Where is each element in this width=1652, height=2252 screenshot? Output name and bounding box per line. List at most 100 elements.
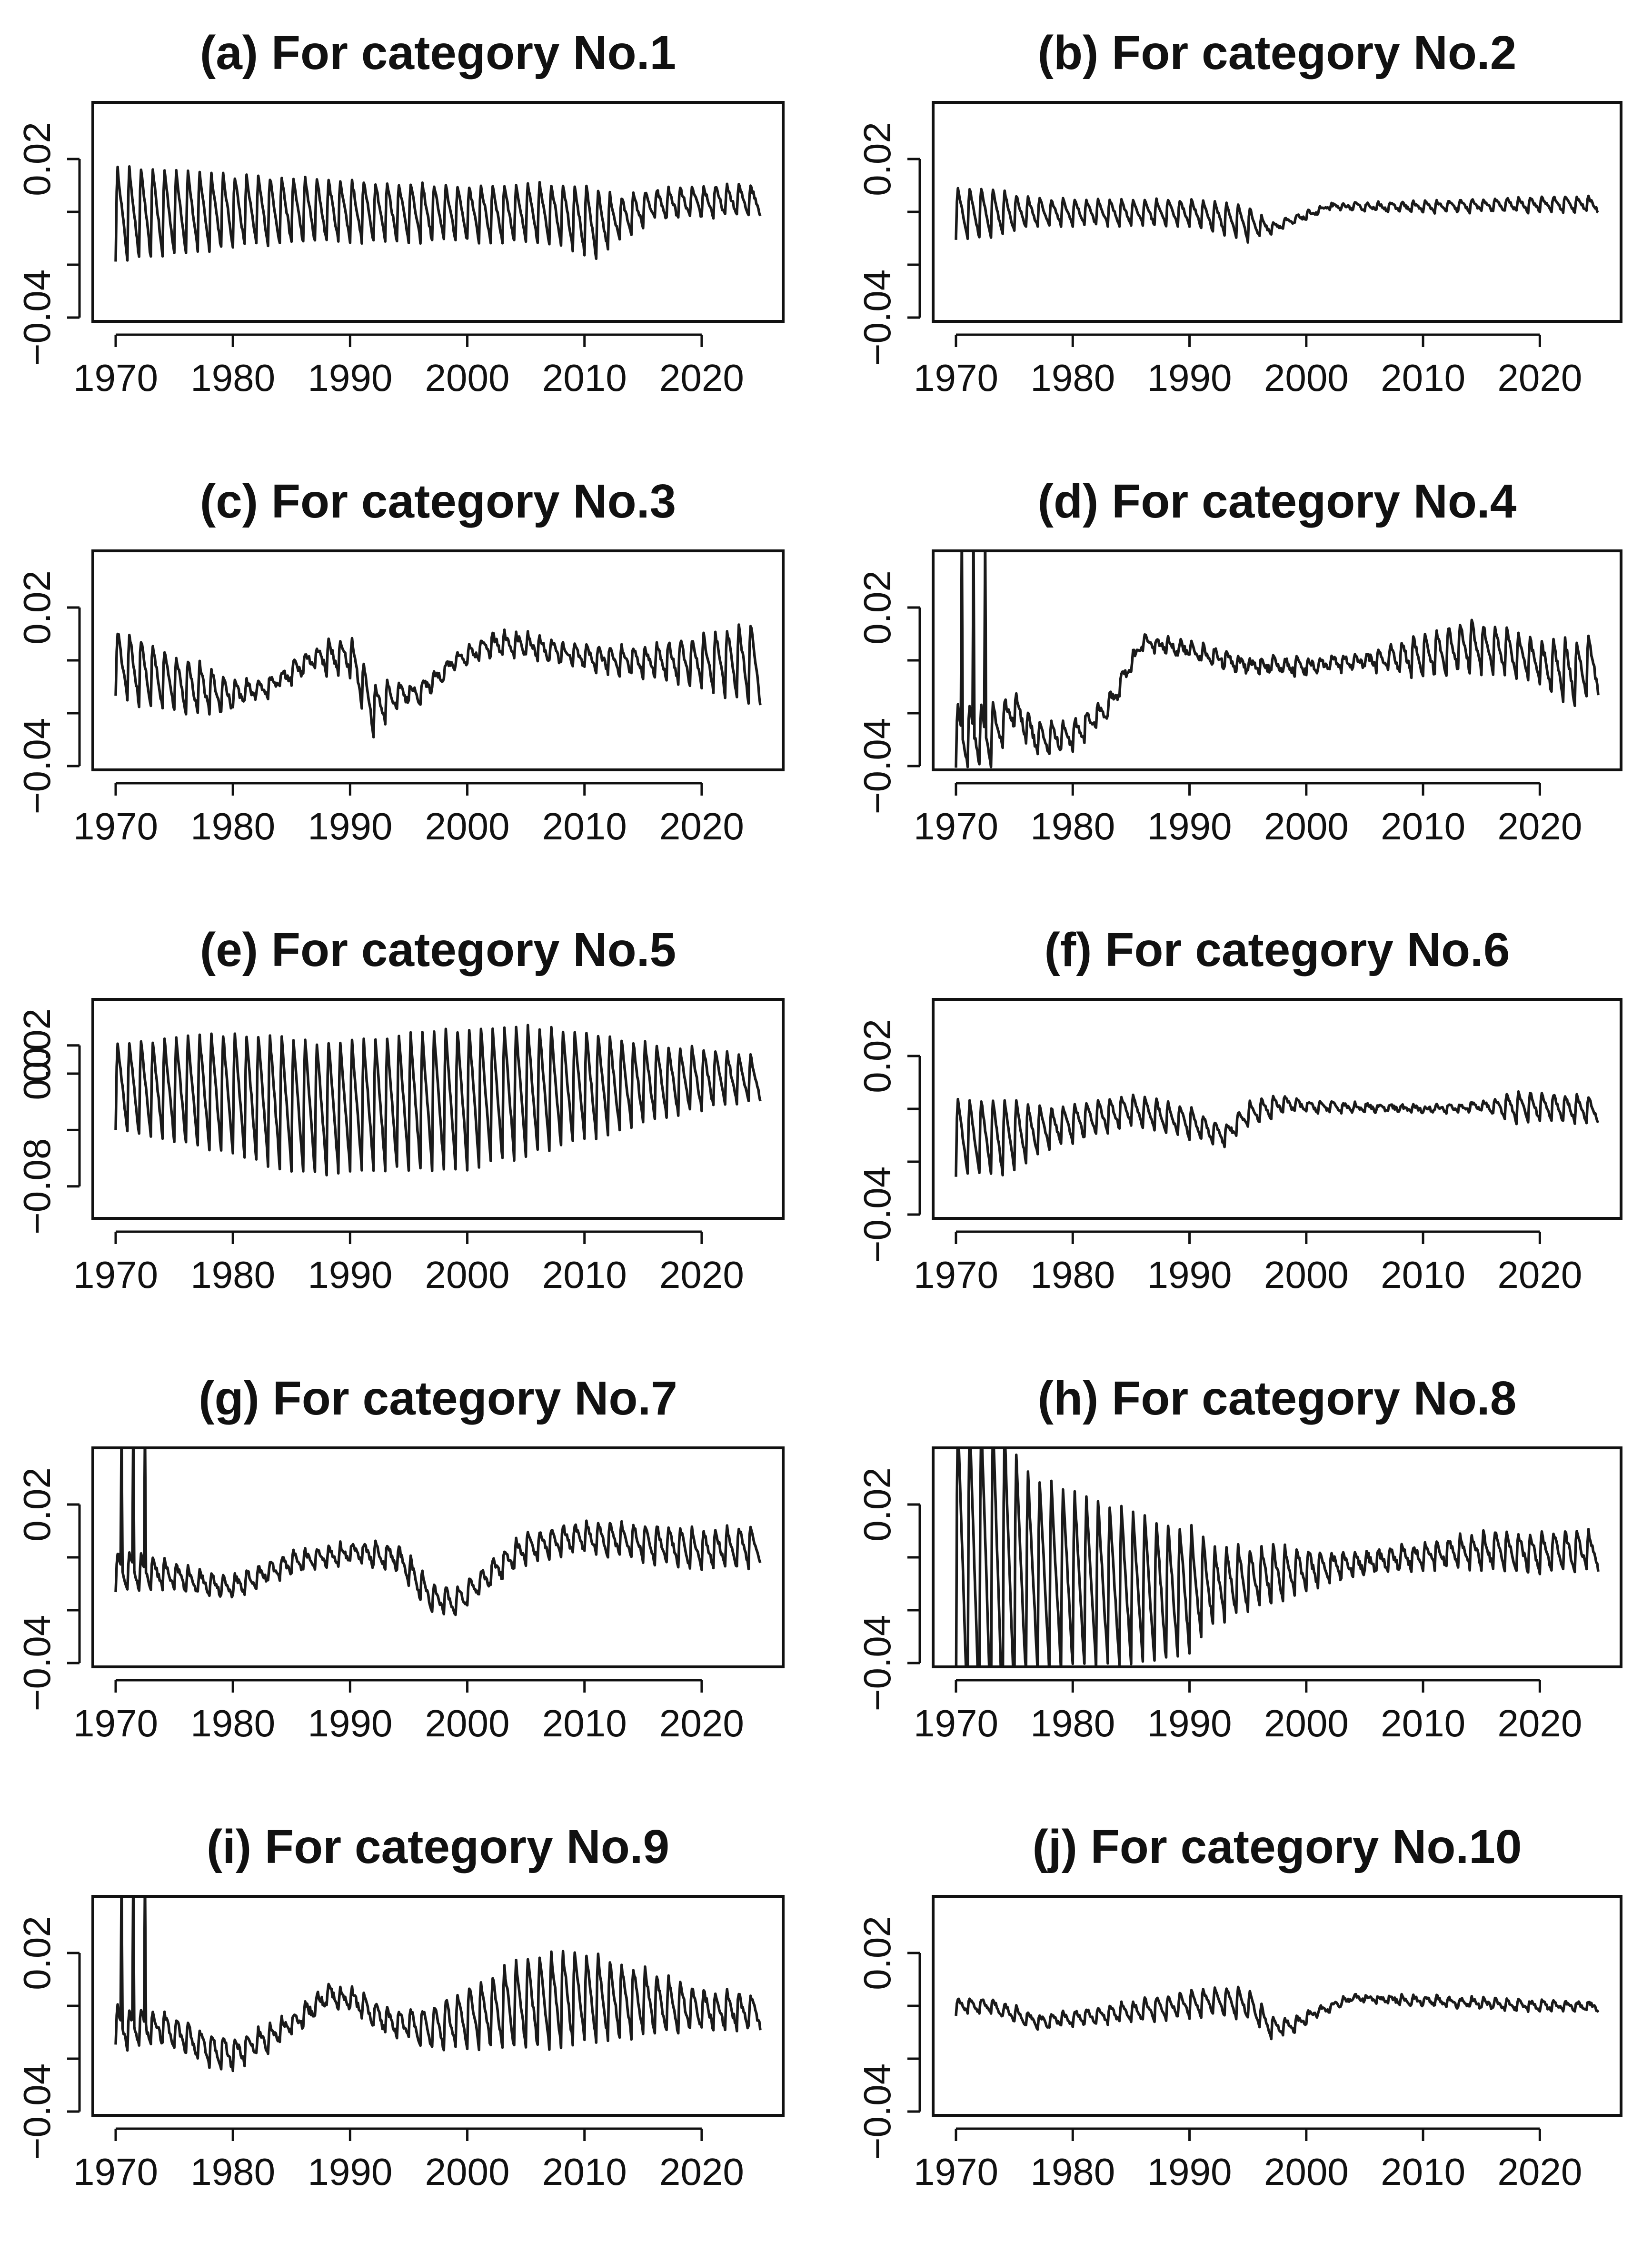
- y-tick-label: 0.02: [16, 1008, 58, 1083]
- x-tick-label: 1990: [308, 1702, 392, 1744]
- y-tick-label: 0.02: [856, 122, 898, 196]
- y-tick-label: 0.02: [16, 1467, 58, 1542]
- x-tick-label: 1990: [1147, 357, 1232, 399]
- x-tick-label: 2000: [425, 1254, 510, 1296]
- panel-title: (b) For category No.2: [1038, 26, 1517, 80]
- x-tick-label: 2010: [1381, 1254, 1465, 1296]
- x-tick-label: 2000: [425, 805, 510, 847]
- y-tick-label: −0.04: [856, 1166, 898, 1263]
- x-tick-label: 2000: [425, 2151, 510, 2193]
- x-tick-label: 1990: [308, 1254, 392, 1296]
- series-line-1: [114, 1449, 762, 1616]
- x-tick-label: 2010: [1381, 2151, 1465, 2193]
- x-tick-label: 1980: [190, 805, 275, 847]
- series-line-1: [955, 1985, 1600, 2041]
- x-tick-label: 1990: [1147, 1702, 1232, 1744]
- x-tick-label: 1970: [73, 357, 158, 399]
- x-tick-label: 1980: [190, 1254, 275, 1296]
- x-tick-label: 1990: [308, 2151, 392, 2193]
- x-tick-label: 2010: [1381, 1702, 1465, 1744]
- series-line-1: [955, 1449, 1600, 1665]
- series-line-1: [955, 1090, 1600, 1177]
- x-tick-label: 1980: [1030, 1254, 1115, 1296]
- y-tick-label: 0.02: [16, 122, 58, 196]
- plot-frame: [91, 549, 785, 771]
- x-tick-label: 2000: [425, 1702, 510, 1744]
- panel-title: (e) For category No.5: [200, 923, 676, 977]
- x-tick-label: 1980: [190, 1702, 275, 1744]
- series-line-1: [955, 187, 1599, 244]
- x-tick-label: 1970: [914, 357, 998, 399]
- y-tick-label: 0.02: [856, 1467, 898, 1542]
- x-tick-label: 1980: [1030, 2151, 1115, 2193]
- x-tick-label: 2010: [1381, 805, 1465, 847]
- y-tick-label: −0.04: [16, 1615, 58, 1711]
- x-tick-label: 2010: [542, 357, 627, 399]
- panel-title: (g) For category No.7: [199, 1372, 677, 1425]
- plot-frame: [932, 1895, 1622, 2117]
- panel-title: (c) For category No.3: [200, 475, 676, 528]
- y-tick-label: 0.02: [856, 1916, 898, 1990]
- series-line-1: [114, 1024, 762, 1176]
- plot-frame: [932, 549, 1622, 771]
- panel-title: (d) For category No.4: [1038, 475, 1517, 528]
- x-tick-label: 2020: [659, 2151, 744, 2193]
- plot-frame: [932, 101, 1622, 323]
- x-tick-label: 2000: [425, 357, 510, 399]
- x-tick-label: 1970: [73, 1254, 158, 1296]
- x-tick-label: 1970: [73, 1702, 158, 1744]
- plot-frame: [91, 1895, 785, 2117]
- y-tick-label: −0.04: [16, 269, 58, 366]
- chart-panel-8: (h) For category No.8 1970 1980 1990 2000 201…: [856, 1372, 1622, 1744]
- x-tick-label: 1980: [1030, 357, 1115, 399]
- y-tick-label: −0.04: [16, 718, 58, 814]
- x-tick-label: 2010: [542, 1702, 627, 1744]
- series-line-1: [114, 165, 762, 262]
- x-tick-label: 2020: [1497, 805, 1582, 847]
- chart-panel-9: (i) For category No.9 1970 1980 1990 2000 201…: [16, 1820, 785, 2193]
- panel-title: (f) For category No.6: [1045, 923, 1510, 977]
- chart-panel-3: (c) For category No.3 1970 1980 1990 2000 201…: [16, 475, 785, 847]
- x-tick-label: 1970: [73, 805, 158, 847]
- plot-frame: [932, 998, 1622, 1220]
- plot-frame: [91, 101, 785, 323]
- y-tick-label: 0.02: [16, 1916, 58, 1990]
- y-tick-label: −0.04: [856, 718, 898, 814]
- panel-title: (i) For category No.9: [207, 1820, 669, 1873]
- x-tick-label: 1990: [1147, 1254, 1232, 1296]
- x-tick-label: 1980: [190, 357, 275, 399]
- x-tick-label: 2010: [542, 805, 627, 847]
- x-tick-label: 2010: [1381, 357, 1465, 399]
- x-tick-label: 1990: [308, 357, 392, 399]
- plot-frame: [91, 1446, 785, 1668]
- panel-title: (j) For category No.10: [1033, 1820, 1522, 1873]
- x-tick-label: 1980: [1030, 805, 1115, 847]
- chart-panel-6: (f) For category No.6 1970 1980 1990 2000 201…: [856, 923, 1622, 1296]
- x-tick-label: 1990: [1147, 805, 1232, 847]
- series-line-1: [955, 552, 1600, 768]
- series-line-1: [114, 1898, 762, 2073]
- plot-frame: [932, 1446, 1622, 1668]
- x-tick-label: 2020: [1497, 2151, 1582, 2193]
- x-tick-label: 2020: [1497, 1254, 1582, 1296]
- x-tick-label: 2020: [1497, 1702, 1582, 1744]
- y-tick-label: −0.04: [856, 1615, 898, 1711]
- y-tick-label: 0.02: [856, 570, 898, 645]
- x-tick-label: 2020: [659, 1702, 744, 1744]
- x-tick-label: 2000: [1264, 805, 1349, 847]
- y-tick-label: 0.0: [16, 1047, 58, 1100]
- x-tick-label: 2020: [659, 357, 744, 399]
- x-tick-label: 1980: [190, 2151, 275, 2193]
- x-tick-label: 2000: [1264, 1702, 1349, 1744]
- y-tick-label: −0.04: [856, 269, 898, 366]
- x-tick-label: 1970: [914, 1254, 998, 1296]
- y-tick-label: −0.04: [856, 2063, 898, 2160]
- y-tick-label: 0.02: [16, 570, 58, 645]
- chart-panel-5: (e) For category No.5 1970 1980 1990 2000 201…: [16, 923, 785, 1296]
- chart-panel-2: (b) For category No.2 1970 1980 1990 2000 201…: [856, 26, 1622, 399]
- chart-panel-4: (d) For category No.4 1970 1980 1990 2000 201…: [856, 475, 1622, 847]
- chart-panel-7: (g) For category No.7 1970 1980 1990 2000 201…: [16, 1372, 785, 1744]
- x-tick-label: 1980: [1030, 1702, 1115, 1744]
- panel-title: (h) For category No.8: [1038, 1372, 1517, 1425]
